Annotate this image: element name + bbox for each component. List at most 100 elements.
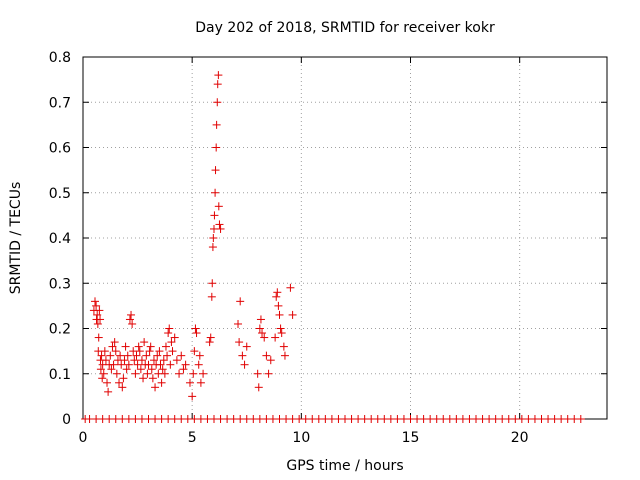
data-point	[236, 297, 245, 306]
y-tick-label: 0.3	[49, 276, 71, 292]
data-point	[576, 415, 585, 423]
data-point	[98, 374, 107, 383]
data-point	[125, 315, 134, 324]
data-point	[147, 365, 156, 374]
y-tick-label: 0.2	[49, 322, 71, 338]
data-point	[192, 329, 201, 338]
data-point	[106, 351, 115, 360]
x-tick-label: 20	[511, 430, 529, 446]
data-point	[188, 392, 197, 401]
data-point	[142, 351, 151, 360]
data-point	[131, 369, 140, 378]
x-tick-label: 0	[79, 430, 88, 446]
data-point	[277, 329, 286, 338]
data-point	[196, 378, 205, 387]
data-point	[195, 351, 204, 360]
data-point	[164, 329, 173, 338]
data-point	[266, 356, 275, 365]
data-point	[124, 360, 133, 369]
data-point	[144, 360, 153, 369]
data-point	[213, 80, 222, 89]
data-point	[189, 369, 198, 378]
data-point	[112, 369, 121, 378]
data-point	[120, 356, 129, 365]
data-point	[216, 224, 225, 233]
data-point	[258, 329, 267, 338]
data-point	[240, 360, 249, 369]
data-point	[177, 351, 186, 360]
data-point	[272, 292, 281, 301]
data-point	[166, 360, 175, 369]
data-point	[137, 356, 146, 365]
data-point	[213, 98, 222, 107]
data-point	[215, 220, 224, 229]
data-point	[100, 347, 109, 356]
data-point	[208, 279, 217, 288]
data-points	[81, 71, 585, 423]
data-point	[99, 369, 108, 378]
data-point	[93, 319, 102, 328]
data-point	[214, 202, 223, 211]
data-point	[104, 387, 113, 396]
data-point	[134, 342, 143, 351]
data-point	[155, 347, 164, 356]
data-point	[149, 356, 158, 365]
data-point	[158, 365, 167, 374]
data-point	[167, 338, 176, 347]
data-point	[127, 310, 136, 319]
data-point	[116, 351, 125, 360]
data-point	[280, 351, 289, 360]
axis-ticks: 0 0.1 0.2 0.3 0.4 0.5 0.6 0.7 0.8 0 5 10 15 20	[49, 50, 607, 446]
data-point	[94, 333, 103, 342]
data-point	[101, 356, 110, 365]
data-point	[139, 374, 148, 383]
data-point	[151, 383, 160, 392]
data-point	[172, 356, 181, 365]
data-point	[146, 342, 155, 351]
data-point	[264, 369, 273, 378]
data-point	[157, 378, 166, 387]
data-point	[190, 347, 199, 356]
chart-title: Day 202 of 2018, SRMTID for receiver kok…	[195, 20, 495, 36]
data-point	[214, 71, 223, 80]
data-point	[121, 342, 130, 351]
data-point	[93, 310, 102, 319]
x-tick-label: 10	[292, 430, 310, 446]
data-point	[262, 351, 271, 360]
data-point	[132, 351, 141, 360]
data-point	[118, 383, 127, 392]
data-point	[123, 351, 132, 360]
data-point	[238, 351, 247, 360]
data-point	[275, 310, 284, 319]
y-tick-label: 0.8	[49, 50, 71, 66]
data-point	[207, 292, 216, 301]
data-point	[271, 333, 280, 342]
data-point	[92, 301, 101, 310]
y-tick-label: 0.6	[49, 141, 71, 157]
data-point	[159, 356, 168, 365]
data-point	[97, 351, 106, 360]
data-point	[96, 315, 105, 324]
data-point	[109, 360, 118, 369]
data-point	[254, 383, 263, 392]
y-axis-label: SRMTID / TECUs	[8, 182, 24, 295]
data-point	[122, 365, 131, 374]
data-point	[181, 360, 190, 369]
data-point	[136, 365, 145, 374]
data-point	[206, 333, 215, 342]
data-point	[128, 319, 137, 328]
data-point	[133, 360, 142, 369]
data-point	[108, 342, 117, 351]
data-point	[163, 351, 172, 360]
data-point	[107, 365, 116, 374]
y-tick-label: 0.1	[49, 367, 71, 383]
data-point	[194, 360, 203, 369]
data-point	[286, 283, 295, 292]
data-point	[140, 338, 149, 347]
data-point	[211, 166, 220, 175]
data-point	[179, 365, 188, 374]
data-point	[256, 315, 265, 324]
data-point	[95, 306, 104, 315]
